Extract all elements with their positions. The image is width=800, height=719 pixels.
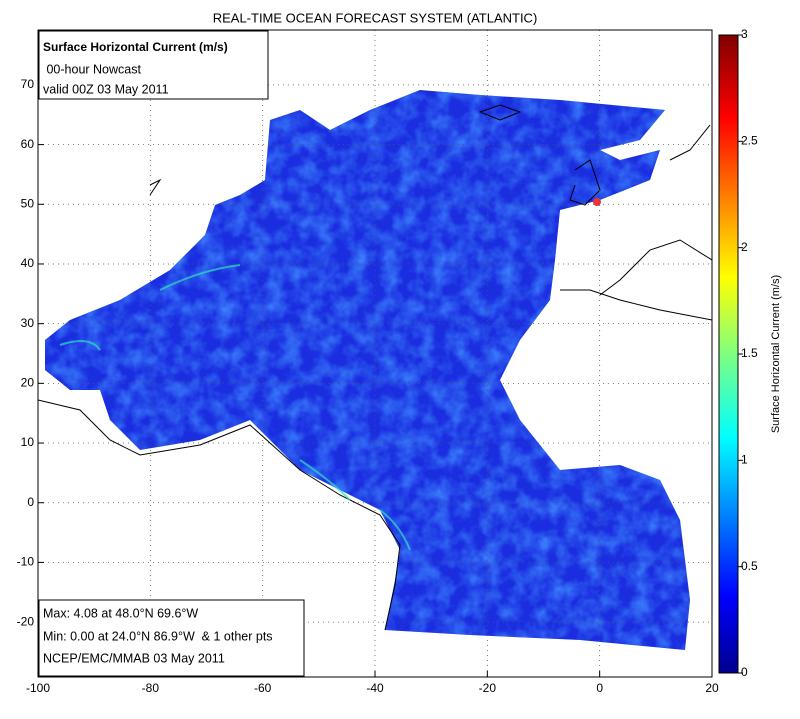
x-tick-label: -20 (479, 681, 497, 695)
colorbar-tick-label: 3 (741, 27, 748, 41)
highlight (59, 264, 411, 551)
y-tick-label: 40 (21, 256, 35, 270)
info-box-frame (38, 30, 269, 100)
colorbar: Surface Horizontal Current (m/s) 0 0.5 1 1.… (718, 27, 782, 679)
y-tick-label: 10 (21, 435, 35, 449)
coastline (38, 104, 712, 631)
y-tick-label: -20 (17, 614, 35, 628)
y-tick-label: -10 (17, 555, 35, 569)
colorbar-tick-label: 1.5 (741, 346, 758, 360)
colorbar-label: Surface Horizontal Current (m/s) (770, 275, 782, 433)
y-tick-label: 30 (21, 316, 35, 330)
stats-line: Min: 0.00 at 24.0°N 86.9°W & 1 other pts (43, 629, 273, 643)
colorbar-gradient (718, 34, 739, 674)
x-tick-label: -80 (142, 681, 160, 695)
y-tick-label: 70 (21, 77, 35, 91)
y-tick-label: 0 (27, 495, 34, 509)
y-tick-label: 50 (21, 196, 35, 210)
stats-box: Max: 4.08 at 48.0°N 69.6°W Min: 0.00 at … (38, 599, 305, 677)
info-box: Surface Horizontal Current (m/s) 00-hour… (38, 30, 269, 100)
highlight (593, 198, 601, 206)
y-tick-label: 60 (21, 137, 35, 151)
colorbar-tick-label: 1 (741, 453, 748, 467)
ocean-texture (45, 90, 690, 650)
info-line: Surface Horizontal Current (m/s) (43, 40, 228, 54)
y-tick-label: 20 (21, 376, 35, 390)
x-tick-label: -60 (254, 681, 272, 695)
stats-box-frame (38, 599, 305, 677)
x-tick-label: 20 (705, 681, 719, 695)
colorbar-tick-label: 0.5 (741, 559, 758, 573)
info-line: 00-hour Nowcast (43, 62, 141, 76)
info-line: valid 00Z 03 May 2011 (43, 82, 169, 96)
colorbar-tick-label: 2.5 (741, 134, 758, 148)
x-tick-label: -100 (26, 681, 50, 695)
stats-line: Max: 4.08 at 48.0°N 69.6°W (43, 606, 198, 620)
colorbar-tick-label: 2 (741, 240, 748, 254)
title: REAL-TIME OCEAN FORECAST SYSTEM (ATLANTI… (213, 10, 538, 25)
map (38, 30, 712, 677)
x-tick-label: -40 (366, 681, 384, 695)
stats-line: NCEP/EMC/MMAB 03 May 2011 (43, 651, 225, 665)
colorbar-tick-label: 0 (741, 665, 748, 679)
x-tick-label: 0 (596, 681, 603, 695)
